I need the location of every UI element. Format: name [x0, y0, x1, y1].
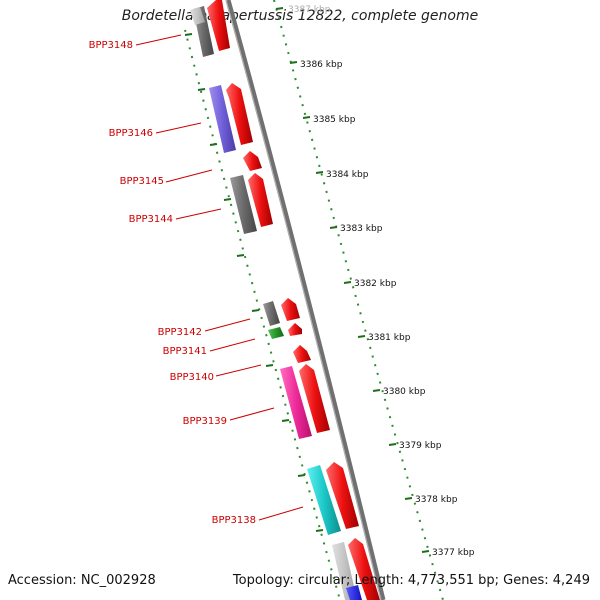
cds-arrow-bpp3142: [281, 298, 300, 321]
gene-box-bottom-lightgray: [332, 542, 357, 600]
gene-label-bpp3146: BPP3146: [109, 128, 153, 139]
gene-box-bpp3139-cog: [280, 366, 312, 439]
inner-ruler: [184, 29, 341, 600]
cds-arrow-bottom: [348, 538, 380, 600]
gene-label-bpp3145: BPP3145: [120, 176, 164, 187]
gene-labels: BPP3148 BPP3146 BPP3145 BPP3144 BPP3142 …: [89, 40, 256, 526]
gene-box-bpp3144-cog: [230, 175, 257, 234]
cds-arrow-bpp3144: [248, 173, 273, 227]
cds-arrow-bpp3139: [299, 364, 330, 433]
cds-arrows: [207, 0, 380, 600]
accession-text: Accession: NC_002928: [8, 573, 156, 588]
gene-label-bpp3142: BPP3142: [158, 327, 202, 338]
cds-arrow-bpp3145: [243, 151, 262, 171]
cds-arrow-bpp3148: [207, 0, 230, 51]
cog-genes: [190, 6, 362, 600]
gene-label-bpp3144: BPP3144: [129, 214, 173, 225]
scale-labels: 3387 kbp 3386 kbp 3385 kbp 3384 kbp 3383…: [288, 5, 475, 558]
tick-label: 3379 kbp: [399, 441, 442, 451]
tick-label: 3380 kbp: [383, 387, 426, 397]
backbone-ring-highlight: [225, 0, 382, 600]
gene-box-top-lightgray: [190, 7, 205, 25]
backbone-ring: [225, 0, 386, 600]
genome-summary-text: Topology: circular; Length: 4,773,551 bp…: [232, 573, 590, 588]
inner-ruler-ticks: [184, 33, 324, 532]
label-leaders: [135, 34, 304, 521]
gene-box-bpp3146-cog: [209, 85, 236, 153]
outer-ruler-ticks: [275, 7, 430, 553]
cds-arrow-bpp3146: [226, 83, 253, 145]
gene-label-bpp3140: BPP3140: [170, 372, 214, 383]
tick-label: 3382 kbp: [354, 279, 397, 289]
gene-label-bpp3148: BPP3148: [89, 40, 133, 51]
tick-label: 3385 kbp: [313, 115, 356, 125]
gene-label-bpp3138: BPP3138: [212, 515, 256, 526]
tick-label: 3386 kbp: [300, 60, 343, 70]
gene-box-bpp3142-cog: [263, 301, 280, 326]
cds-arrow-bpp3138: [326, 462, 359, 529]
cds-arrow-bpp3140: [293, 345, 311, 363]
gene-box-bpp3141-cog: [268, 327, 284, 339]
gene-box-bpp3138-cog: [307, 465, 341, 535]
tick-label: 3383 kbp: [340, 224, 383, 234]
tick-label: 3381 kbp: [368, 333, 411, 343]
gene-label-bpp3141: BPP3141: [163, 346, 207, 357]
tick-label: 3387 kbp: [288, 5, 331, 15]
tick-label: 3384 kbp: [326, 170, 369, 180]
cds-arrow-bpp3141: [288, 323, 302, 336]
gene-box-bottom-blue: [346, 585, 362, 600]
tick-label: 3377 kbp: [432, 548, 475, 558]
gene-label-bpp3139: BPP3139: [183, 416, 227, 427]
tick-label: 3378 kbp: [415, 495, 458, 505]
